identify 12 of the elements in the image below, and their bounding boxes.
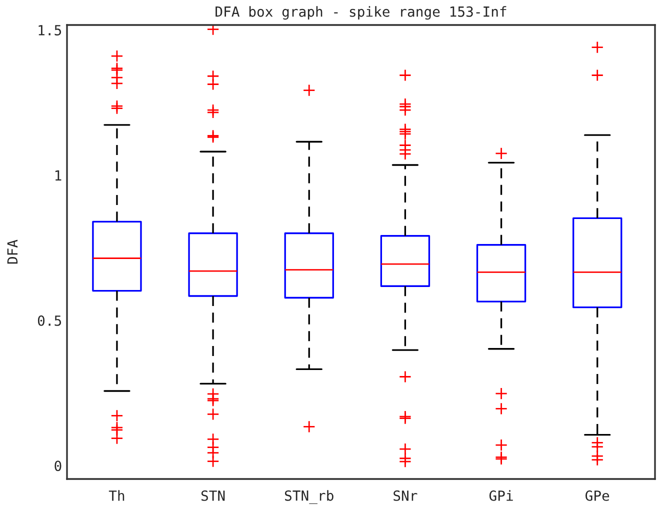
x-tick-label: GPi — [489, 490, 513, 501]
x-tick-label: STN — [201, 490, 225, 501]
y-tick-label: 0.5 — [38, 315, 62, 326]
y-tick-label: 0 — [54, 460, 62, 472]
chart-title: DFA box graph - spike range 153-Inf — [216, 6, 506, 20]
y-axis-title: DFA — [7, 240, 18, 264]
x-tick-label: SNr — [394, 490, 418, 501]
y-tick-label: 1.5 — [38, 25, 62, 36]
y-tick-label: 1 — [55, 170, 62, 180]
x-tick-label: GPe — [586, 490, 610, 501]
x-tick-label: STN_rb — [284, 490, 334, 504]
x-tick-label: Th — [108, 490, 124, 501]
